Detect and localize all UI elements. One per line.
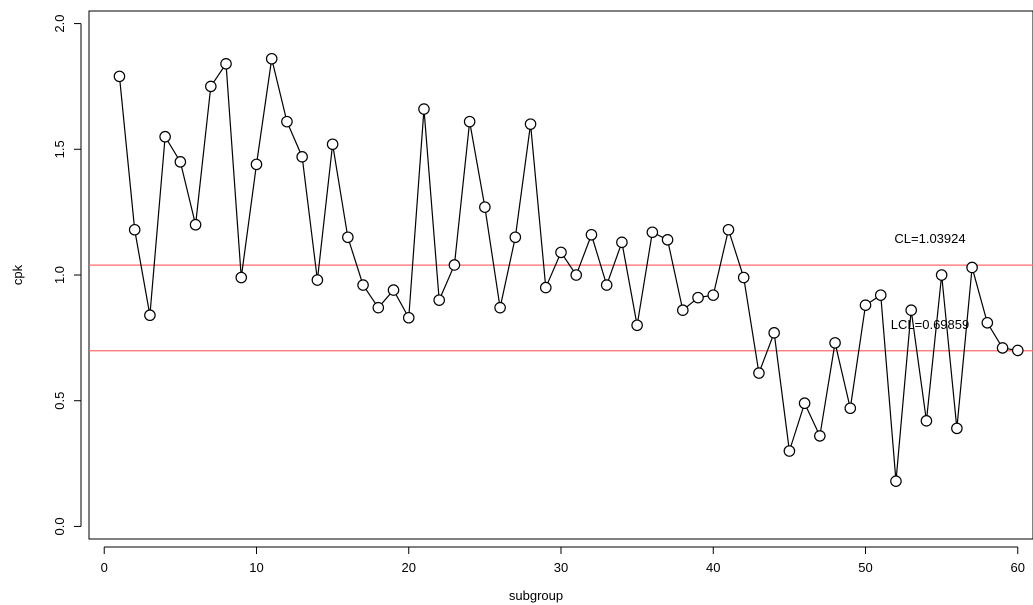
data-point [235, 271, 248, 284]
data-point [677, 304, 689, 316]
ref-label-lcl: LCL=0.69859 [891, 317, 969, 332]
data-point [829, 337, 841, 349]
data-point [311, 274, 324, 286]
data-point [874, 289, 887, 301]
data-point [402, 311, 415, 324]
y-tick-label: 2.0 [52, 15, 67, 33]
data-point [859, 299, 872, 311]
data-point [890, 475, 902, 487]
data-point [753, 367, 765, 379]
y-axis-title: cpk [10, 264, 25, 285]
data-point [128, 223, 141, 236]
data-point [357, 279, 369, 291]
data-point [189, 218, 202, 231]
data-point [616, 236, 628, 249]
data-point [844, 402, 857, 415]
data-point [220, 57, 232, 70]
data-point [326, 138, 339, 151]
x-axis-title: subgroup [509, 588, 563, 603]
data-point [494, 301, 506, 314]
data-point [585, 228, 598, 241]
x-tick-label: 50 [858, 560, 872, 575]
data-points [113, 52, 1024, 487]
y-tick-label: 1.0 [52, 266, 67, 284]
data-point [768, 327, 780, 339]
y-tick-label: 0.5 [52, 392, 67, 410]
data-point [966, 261, 978, 274]
x-tick-label: 60 [1011, 560, 1025, 575]
data-point [692, 291, 704, 304]
data-point [600, 279, 613, 291]
data-point [707, 289, 720, 301]
data-point [509, 231, 522, 244]
data-point [1011, 344, 1024, 357]
data-point [981, 316, 994, 329]
data-point [570, 269, 583, 281]
data-point [631, 319, 643, 332]
data-point [448, 259, 461, 271]
data-point [387, 284, 400, 296]
x-tick-label: 40 [706, 560, 720, 575]
x-tick-label: 30 [554, 560, 568, 575]
data-point [951, 422, 963, 435]
data-point [174, 156, 187, 168]
y-tick-label: 1.5 [52, 140, 67, 158]
data-point [935, 269, 948, 281]
series-line [118, 58, 1018, 482]
data-point [433, 294, 445, 306]
data-point [996, 342, 1009, 354]
y-tick-label: 0.0 [52, 517, 67, 535]
data-point [113, 70, 126, 83]
data-point [783, 445, 796, 457]
data-point [646, 226, 659, 239]
data-point [250, 158, 263, 171]
data-point [737, 271, 750, 284]
plot-frame [88, 10, 1033, 540]
x-tick-label: 0 [101, 560, 108, 575]
data-point [205, 80, 217, 93]
x-axis: 0 10 20 30 40 50 60 [101, 546, 1025, 575]
data-point [539, 281, 552, 294]
y-axis: 0.0 0.5 1.0 1.5 2.0 [52, 15, 82, 535]
data-point [905, 304, 917, 316]
data-point [524, 118, 537, 130]
data-point [281, 115, 293, 128]
data-point [342, 231, 354, 244]
data-point [463, 115, 476, 128]
data-point [555, 246, 567, 259]
data-point [661, 234, 674, 246]
data-point [372, 301, 385, 314]
data-point [814, 430, 826, 442]
data-point [418, 103, 430, 115]
data-point [265, 52, 278, 65]
ref-label-cl: CL=1.03924 [894, 231, 965, 246]
data-point [144, 309, 156, 322]
data-point [722, 223, 735, 236]
x-tick-label: 20 [402, 560, 416, 575]
data-point [798, 397, 811, 410]
x-tick-label: 10 [249, 560, 263, 575]
data-point [296, 151, 308, 163]
data-point [159, 130, 171, 143]
data-point [920, 415, 933, 427]
data-point [479, 201, 491, 213]
